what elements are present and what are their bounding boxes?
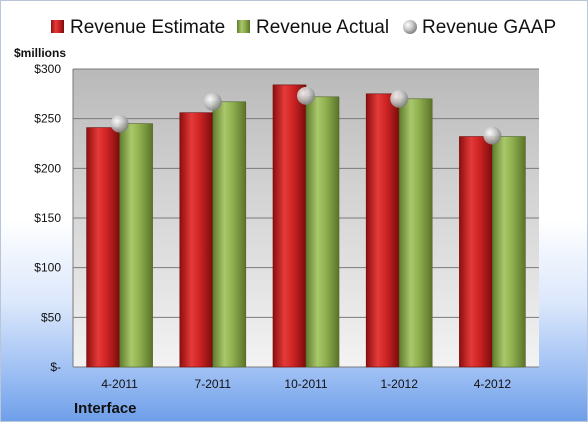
legend-swatch-revenue-actual <box>237 20 250 33</box>
x-axis: 4-2011 7-2011 10-2011 1-2012 4-2012 <box>101 377 511 391</box>
bar-revenue-estimate <box>86 127 120 368</box>
y-tick-label: $150 <box>34 211 61 225</box>
x-tick-label: 4-2012 <box>474 377 512 391</box>
y-tick-label: $200 <box>34 161 61 175</box>
bar-revenue-estimate <box>179 112 214 368</box>
legend: Revenue Estimate Revenue Actual Revenue … <box>51 17 556 38</box>
bar-revenue-actual <box>212 101 247 368</box>
company-label: Interface <box>74 400 137 417</box>
bar-revenue-estimate <box>459 136 493 368</box>
x-tick-label: 1-2012 <box>381 377 419 391</box>
y-tick-label: $250 <box>34 112 61 126</box>
gaap-markers <box>110 86 502 145</box>
y-axis-unit-label: $millions <box>14 46 66 60</box>
marker-revenue-gaap <box>297 86 315 105</box>
y-tick-label: $- <box>50 360 61 374</box>
legend-label-revenue-estimate: Revenue Estimate <box>70 17 225 38</box>
x-tick-label: 7-2011 <box>195 377 232 391</box>
x-tick-label: 10-2011 <box>284 377 327 391</box>
bar-revenue-actual <box>305 96 340 368</box>
bar-revenue-actual <box>119 123 153 368</box>
marker-revenue-gaap <box>483 126 502 145</box>
y-tick-label: $100 <box>34 261 61 275</box>
legend-label-revenue-actual: Revenue Actual <box>256 17 389 38</box>
bar-revenue-estimate <box>272 84 307 368</box>
y-tick-label: $300 <box>34 62 61 76</box>
marker-revenue-gaap <box>110 114 129 133</box>
bars <box>86 84 526 368</box>
marker-revenue-gaap <box>203 92 222 111</box>
y-tick-label: $50 <box>41 310 61 324</box>
marker-revenue-gaap <box>390 89 409 108</box>
bar-revenue-estimate <box>365 93 400 368</box>
bar-revenue-actual <box>492 136 526 368</box>
x-tick-label: 4-2011 <box>101 377 138 391</box>
legend-swatch-revenue-gaap <box>403 20 417 34</box>
bar-revenue-actual <box>398 98 433 368</box>
y-axis: $- $50 $100 $150 $200 $250 $300 <box>34 62 74 374</box>
legend-swatch-revenue-estimate <box>51 20 64 33</box>
legend-label-revenue-gaap: Revenue GAAP <box>422 17 556 38</box>
